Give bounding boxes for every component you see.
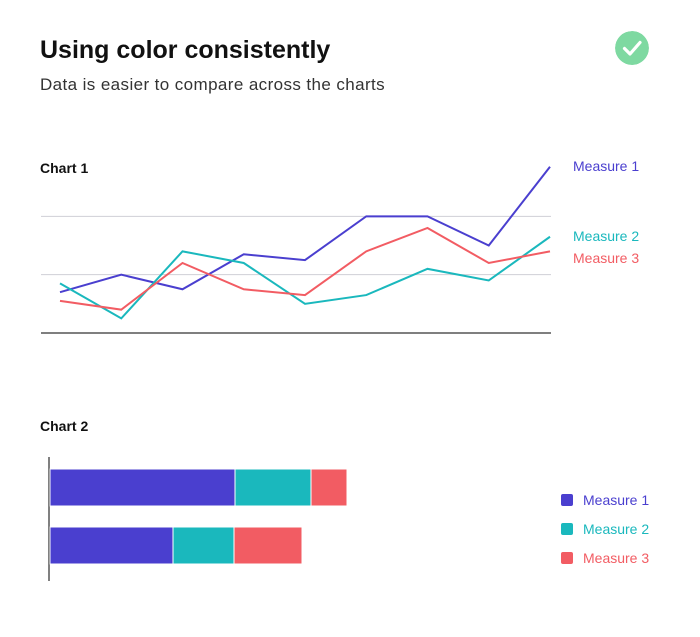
page-title: Using color consistently xyxy=(40,36,331,64)
bar-row-1-measure-3 xyxy=(310,468,348,507)
series-line-measure-2 xyxy=(59,235,551,320)
legend-label-measure-2: Measure 2 xyxy=(573,228,639,244)
bar-row-1-measure-2 xyxy=(234,468,312,507)
legend-swatch-measure-3 xyxy=(561,552,573,564)
legend-label-measure-1: Measure 1 xyxy=(583,492,649,508)
legend-swatch-measure-2 xyxy=(561,523,573,535)
bar-row-2-measure-1 xyxy=(49,526,174,565)
bar-row-1-measure-1 xyxy=(49,468,236,507)
legend-label-measure-1: Measure 1 xyxy=(573,158,639,174)
bar-row-2-measure-2 xyxy=(172,526,235,565)
legend-label-measure-3: Measure 3 xyxy=(573,250,639,266)
series-line-measure-3 xyxy=(59,226,551,311)
page-subtitle: Data is easier to compare across the cha… xyxy=(40,75,386,94)
check-circle-background xyxy=(615,31,649,65)
legend-swatch-measure-1 xyxy=(561,494,573,506)
check-mark xyxy=(622,40,642,56)
chart-2-title: Chart 2 xyxy=(40,418,89,434)
bar-row-2-measure-3 xyxy=(233,526,303,565)
series-line-measure-1 xyxy=(59,166,551,294)
check-circle-icon xyxy=(615,31,649,65)
chart-1-title: Chart 1 xyxy=(40,160,89,176)
legend-label-measure-3: Measure 3 xyxy=(583,550,649,566)
legend-label-measure-2: Measure 2 xyxy=(583,521,649,537)
